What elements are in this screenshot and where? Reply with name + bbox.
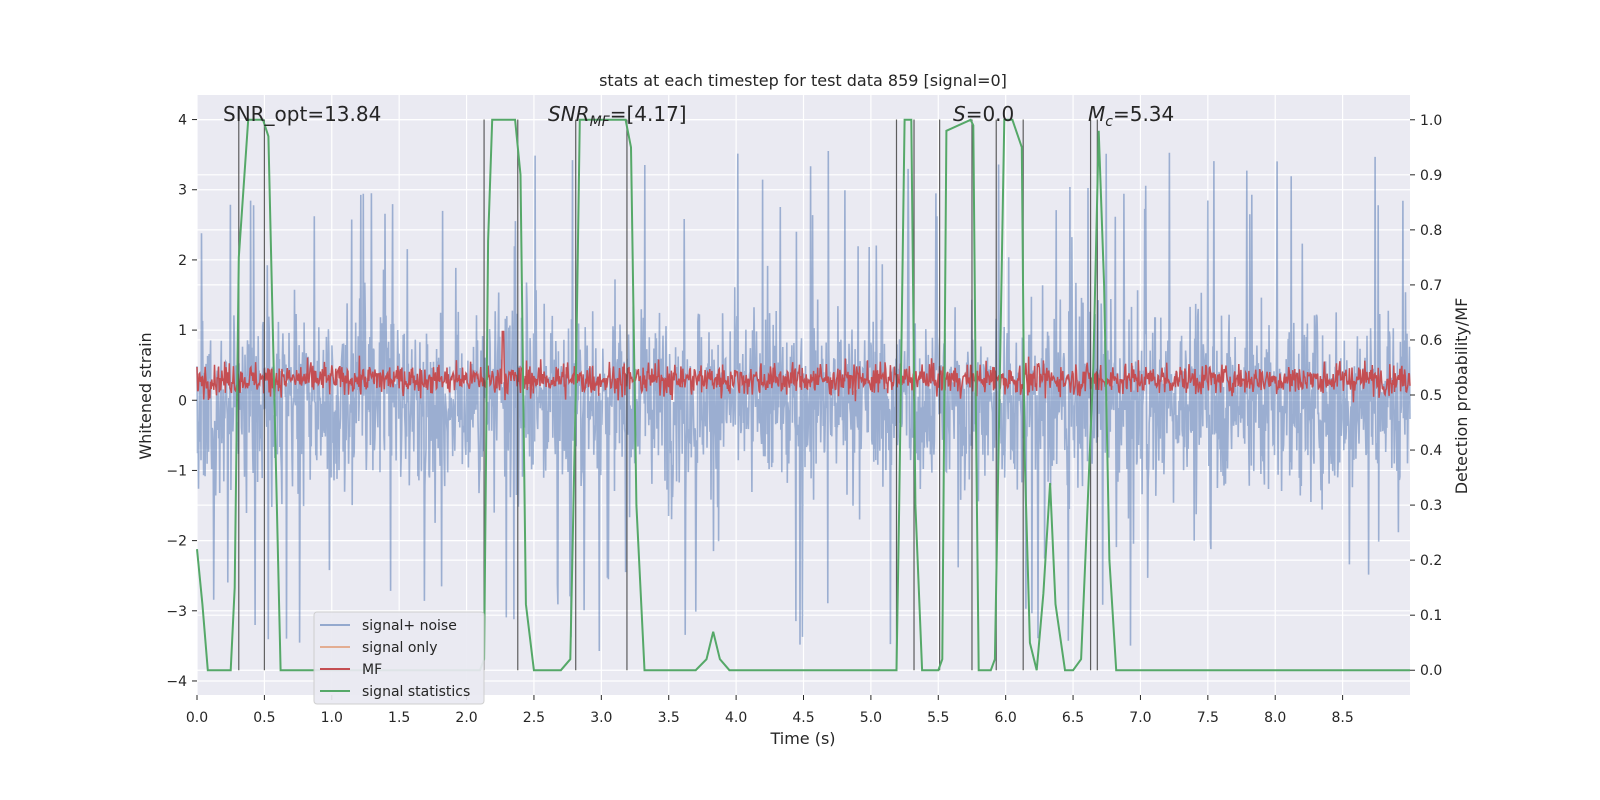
y-right-tick-label: 0.9 <box>1420 168 1442 184</box>
y-axis-ticks: −4 −3 −2 −1 0 1 2 3 4 <box>166 113 197 690</box>
x-tick-label: 5.0 <box>860 710 882 726</box>
legend-label-signal-only: signal only <box>362 640 437 656</box>
x-tick-label: 8.0 <box>1264 710 1286 726</box>
legend-box <box>313 611 485 705</box>
y-tick-label: 3 <box>178 183 187 199</box>
x-tick-label: 4.0 <box>725 710 747 726</box>
x-tick-label: 6.5 <box>1062 710 1084 726</box>
x-tick-label: 1.0 <box>321 710 343 726</box>
y-axis-label: Whitened strain <box>136 332 155 459</box>
x-axis-label: Time (s) <box>769 729 835 748</box>
x-tick-label: 7.5 <box>1197 710 1219 726</box>
mf-line <box>196 330 1411 403</box>
x-tick-label: 5.5 <box>927 710 949 726</box>
annotation-snr-opt: SNR_opt=13.84 <box>223 102 381 126</box>
legend-label-signal-noise: signal+ noise <box>362 618 457 634</box>
series-signal-noise <box>196 150 1411 652</box>
series-mf <box>196 330 1411 403</box>
y-tick-label: −3 <box>166 604 187 620</box>
x-tick-label: 0.0 <box>186 710 208 726</box>
annotation-s-value: S=0.0 <box>953 102 1014 126</box>
x-tick-label: 4.5 <box>792 710 814 726</box>
legend-label-signal-statistics: signal statistics <box>362 684 470 700</box>
y-right-tick-label: 0.2 <box>1420 553 1442 569</box>
x-tick-label: 2.0 <box>455 710 477 726</box>
x-tick-label: 2.5 <box>523 710 545 726</box>
y-right-axis-label: Detection probability/MF <box>1452 298 1471 495</box>
y-right-tick-label: 0.8 <box>1420 223 1442 239</box>
x-tick-label: 1.5 <box>388 710 410 726</box>
annotation-snr-mf: SNRMF=[4.17] <box>548 102 687 130</box>
annotation-mc-value: Mc=5.34 <box>1088 102 1174 130</box>
x-tick-label: 3.0 <box>590 710 612 726</box>
x-tick-label: 8.5 <box>1331 710 1353 726</box>
y-right-tick-label: 0.1 <box>1420 608 1442 624</box>
y-tick-label: 2 <box>178 253 187 269</box>
chart-title: stats at each timestep for test data 859… <box>599 71 1007 90</box>
y-right-tick-label: 0.7 <box>1420 278 1442 294</box>
x-tick-label: 7.0 <box>1129 710 1151 726</box>
y-right-tick-label: 0.3 <box>1420 498 1442 514</box>
y-tick-label: −1 <box>166 463 187 479</box>
y-tick-label: −4 <box>166 674 187 690</box>
x-tick-label: 6.0 <box>995 710 1017 726</box>
y-tick-label: 0 <box>178 393 187 409</box>
y-right-tick-label: 0.4 <box>1420 443 1442 459</box>
y-tick-label: −2 <box>166 534 187 550</box>
x-axis-ticks: 0.0 0.5 1.0 1.5 2.0 2.5 3.0 3.5 4.0 4.5 5.0 5.5 6.0 6… <box>186 695 1354 726</box>
signal-noise-line <box>196 150 1411 652</box>
y-right-tick-label: 0.6 <box>1420 333 1442 349</box>
legend: signal+ noise signal only MF signal stat… <box>313 611 485 705</box>
y-right-tick-label: 1.0 <box>1420 113 1442 129</box>
x-tick-label: 0.5 <box>253 710 275 726</box>
y-tick-label: 4 <box>178 113 187 129</box>
legend-label-mf: MF <box>362 662 382 678</box>
y-right-axis-ticks: 0.0 0.1 0.2 0.3 0.4 0.5 0.6 0.7 0.8 0.9 1.0 <box>1410 113 1442 679</box>
y-right-tick-label: 0.5 <box>1420 388 1442 404</box>
x-tick-label: 3.5 <box>658 710 680 726</box>
y-right-tick-label: 0.0 <box>1420 663 1442 679</box>
y-tick-label: 1 <box>178 323 187 339</box>
